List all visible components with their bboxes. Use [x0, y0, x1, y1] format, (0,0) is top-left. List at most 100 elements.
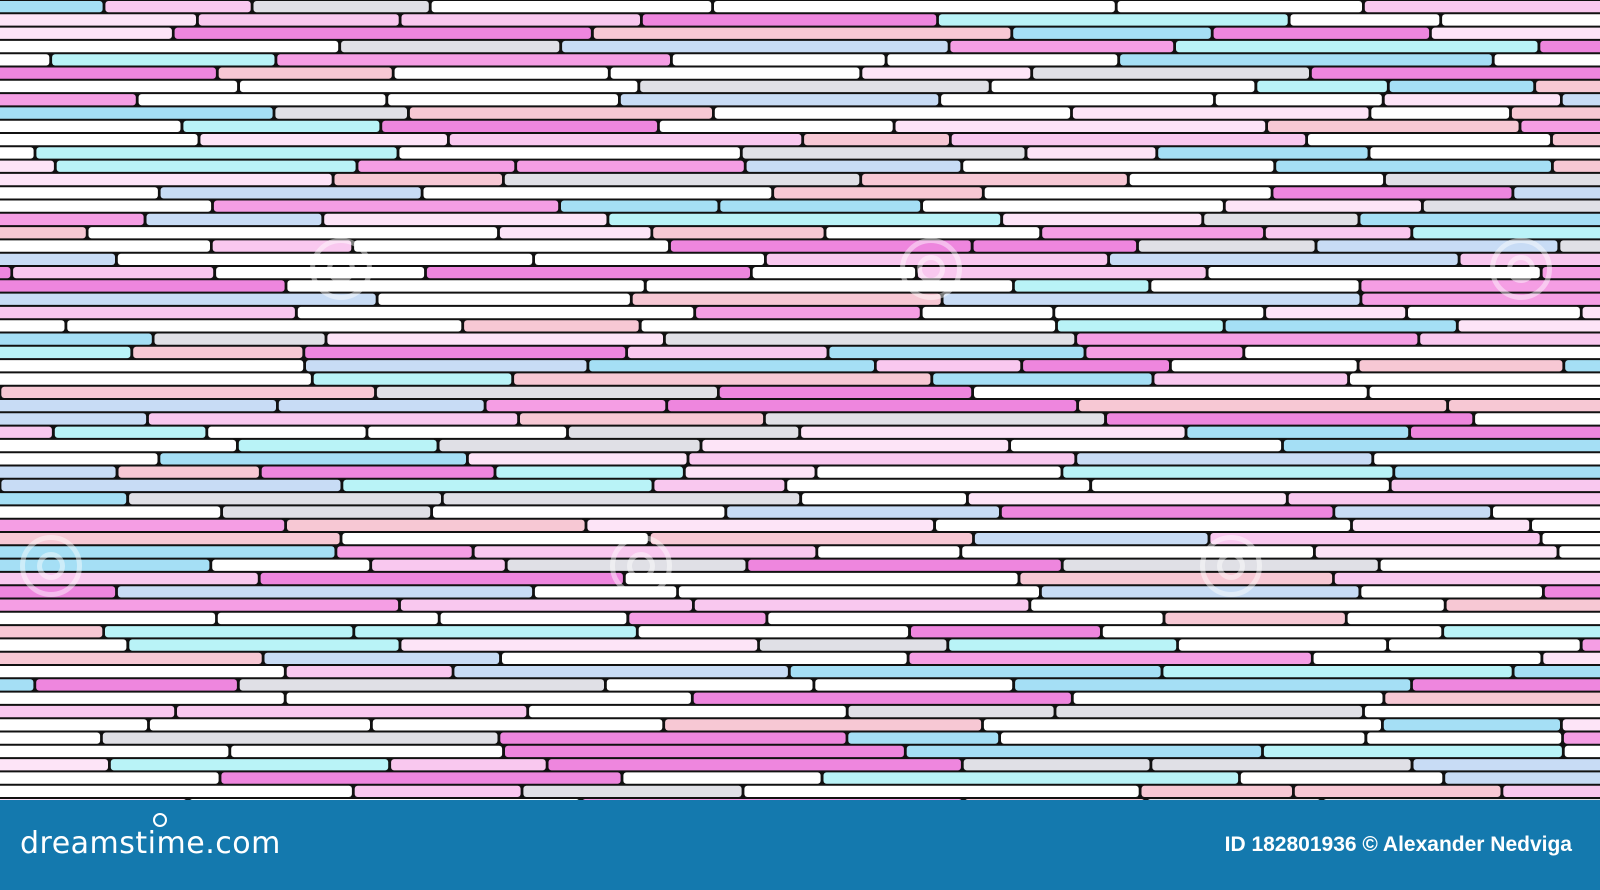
stripe-segment — [253, 1, 429, 13]
stripe-segment — [1129, 173, 1384, 186]
stripe-segment — [117, 586, 533, 598]
stripe-segment — [1475, 413, 1600, 425]
stripe-segment — [766, 253, 1108, 265]
stripe-segment — [1543, 652, 1600, 664]
stripe-segment — [0, 253, 115, 265]
stripe-segment — [391, 759, 546, 771]
stripe-segment — [587, 519, 934, 531]
stripe-segment — [887, 54, 1118, 66]
stripe-segment — [464, 320, 639, 332]
stripe-segment — [36, 679, 237, 691]
stripe-segment — [1283, 439, 1600, 452]
stripe-segment — [1063, 466, 1393, 478]
stripe-segment — [1408, 306, 1580, 319]
stripe-segment — [0, 147, 34, 159]
stripe-segment — [1003, 213, 1202, 226]
stripe-segment — [0, 732, 101, 744]
brand-name[interactable]: dreamstime.com — [20, 826, 281, 861]
stripe-segment — [1431, 27, 1600, 39]
stripe-segment — [0, 293, 376, 305]
stripe-segment — [642, 14, 937, 26]
stripe-segment — [0, 14, 196, 26]
stripe-segment — [313, 373, 512, 385]
stripe-segment — [1335, 506, 1491, 518]
stripe-segment — [433, 506, 725, 518]
stripe-segment — [358, 160, 515, 172]
stripe-segment — [759, 639, 947, 651]
stripe-segment — [1412, 679, 1600, 691]
stripe-segment — [221, 772, 621, 784]
stripe-segment — [1413, 759, 1600, 771]
stripe-segment — [641, 320, 1056, 332]
stripe-segment — [1562, 719, 1600, 731]
stripe-segment — [765, 413, 1105, 425]
stripe-segment — [1266, 306, 1406, 319]
stripe-segment — [0, 546, 335, 558]
stripe-segment — [1559, 546, 1600, 558]
stripe-segment — [401, 14, 640, 26]
stripe-segment — [486, 400, 666, 412]
stripe-segment — [0, 453, 158, 465]
stripe-segment — [337, 546, 472, 558]
stripe-segment — [0, 652, 262, 664]
stripe-segment — [1385, 173, 1600, 186]
stripe-segment — [895, 120, 1266, 132]
stripe-segment — [632, 293, 941, 305]
stripe-segment — [672, 54, 885, 66]
stripe-segment — [0, 692, 284, 704]
stripe-segment — [0, 785, 352, 797]
stripe-segment — [848, 732, 999, 744]
stripe-segment — [815, 679, 1013, 691]
stripe-segment — [1532, 519, 1600, 531]
stripe-segment — [216, 267, 425, 279]
stripe-segment — [984, 187, 1271, 199]
stripe-segment — [1288, 493, 1600, 505]
image-credit: ID 182801936 © Alexander Nedviga — [1224, 833, 1572, 856]
stripe-segment — [963, 160, 1274, 172]
stripe-segment — [862, 67, 1031, 79]
stripe-segment — [0, 320, 65, 332]
stripe-segment — [1445, 772, 1600, 784]
stripe-segment — [974, 386, 1367, 398]
stripe-segment — [629, 612, 766, 625]
stripe-segment — [1444, 626, 1600, 638]
stripe-segment — [1384, 94, 1560, 106]
stripe-segment — [217, 612, 438, 625]
stripe-segment — [911, 626, 1100, 638]
stripe-segment — [278, 400, 484, 412]
stripe-segment — [1460, 253, 1600, 265]
stripe-segment — [1117, 1, 1362, 13]
stripe-segment — [0, 413, 147, 425]
stripe-segment — [640, 80, 989, 93]
stripe-segment — [148, 413, 518, 425]
stripe-segment — [1225, 320, 1456, 332]
stripe-segment — [514, 373, 931, 385]
stripe-segment — [0, 519, 285, 531]
stripe-segment — [1317, 240, 1558, 252]
stripe-segment — [719, 386, 972, 398]
stripe-segment — [56, 160, 356, 172]
stripe-segment — [693, 692, 1071, 704]
stripe-segment — [1107, 413, 1473, 425]
stripe-segment — [548, 759, 961, 771]
stripe-segment — [1013, 27, 1211, 39]
stripe-segment — [623, 772, 821, 784]
stripe-segment — [1380, 559, 1600, 571]
stripe-segment — [654, 479, 785, 492]
stripe-segment — [962, 546, 1313, 558]
stripe-segment — [1268, 120, 1519, 132]
stripe-segment — [876, 360, 1021, 372]
stripe-segment — [1171, 360, 1357, 372]
stripe-segment — [1148, 799, 1320, 800]
stripe-segment — [0, 799, 186, 800]
stripe-segment — [0, 559, 210, 571]
stripe-segment — [0, 120, 181, 132]
stripe-segment — [0, 599, 399, 611]
stripe-segment — [0, 759, 108, 771]
stripe-segment — [1582, 639, 1600, 651]
stripe-segment — [394, 67, 608, 79]
stripe-segment — [1240, 772, 1443, 784]
stripe-segment — [1494, 54, 1600, 66]
stripe-segment — [625, 572, 1018, 585]
stripe-segment — [200, 134, 447, 146]
